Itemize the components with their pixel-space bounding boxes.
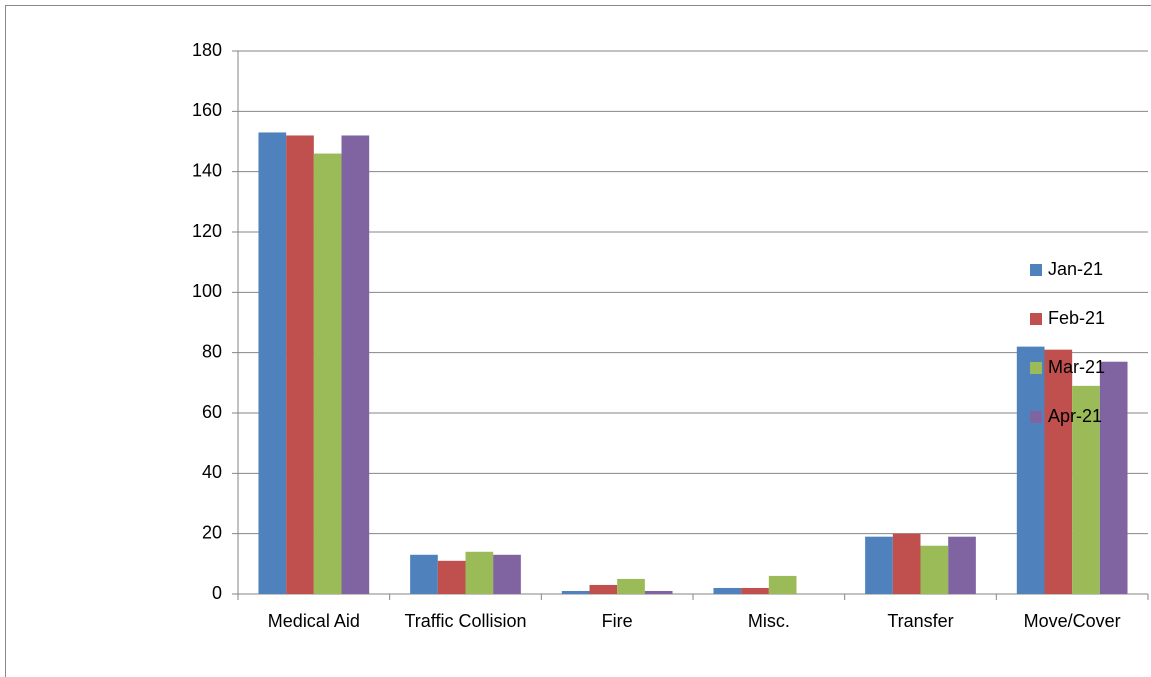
bar	[741, 587, 769, 594]
bar	[286, 135, 314, 594]
y-tick-label: 160	[192, 100, 222, 120]
legend-swatch	[1030, 411, 1042, 423]
bar	[437, 560, 466, 594]
y-tick-label: 20	[202, 522, 222, 542]
y-tick-label: 80	[202, 341, 222, 361]
bar	[920, 545, 949, 594]
y-tick-label: 120	[192, 221, 222, 241]
bar	[1099, 361, 1128, 594]
y-tick-label: 140	[192, 160, 222, 180]
bar	[465, 551, 494, 594]
x-tick-label: Medical Aid	[268, 611, 360, 631]
y-tick-label: 40	[202, 462, 222, 482]
legend-swatch	[1030, 313, 1042, 325]
bar	[644, 590, 673, 594]
bar	[410, 554, 438, 594]
x-tick-label: Move/Cover	[1024, 611, 1121, 631]
bar	[713, 587, 742, 594]
legend-label: Apr-21	[1048, 406, 1102, 426]
chart-frame	[5, 5, 1151, 677]
y-tick-label: 0	[212, 583, 222, 603]
legend-label: Feb-21	[1048, 308, 1105, 328]
bar	[1016, 346, 1045, 594]
x-tick-label: Fire	[602, 611, 633, 631]
legend-swatch	[1030, 362, 1042, 374]
y-tick-label: 100	[192, 281, 222, 301]
legend-label: Jan-21	[1048, 259, 1103, 279]
bar	[617, 578, 645, 594]
bar	[589, 584, 618, 594]
bar	[341, 135, 370, 594]
y-tick-label: 60	[202, 402, 222, 422]
bar	[948, 536, 976, 594]
bar	[258, 132, 287, 594]
bar	[1072, 385, 1100, 594]
bar	[865, 536, 893, 594]
x-tick-label: Traffic Collision	[404, 611, 526, 631]
legend-label: Mar-21	[1048, 357, 1105, 377]
bar	[493, 554, 521, 594]
x-tick-label: Misc.	[748, 611, 790, 631]
bar	[313, 153, 342, 595]
bar	[892, 533, 921, 594]
bar	[561, 590, 590, 594]
legend-swatch	[1030, 264, 1042, 276]
bar	[768, 575, 797, 594]
x-tick-label: Transfer	[887, 611, 953, 631]
y-tick-label: 180	[192, 40, 222, 60]
bar	[1044, 349, 1073, 594]
